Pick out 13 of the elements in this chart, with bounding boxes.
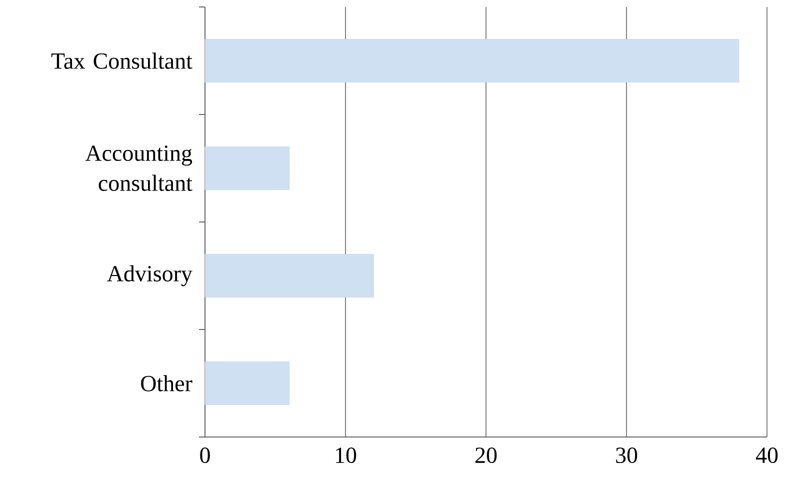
x-tick-label: 20 bbox=[476, 448, 497, 464]
bar bbox=[204, 254, 374, 298]
y-tick-label: Tax Consultant bbox=[51, 52, 192, 69]
bar bbox=[204, 39, 740, 82]
y-tick-label: Accounting consultant bbox=[85, 146, 192, 191]
x-tick-label: 30 bbox=[616, 448, 638, 464]
bar bbox=[204, 362, 290, 405]
y-tick-label: Other bbox=[141, 375, 192, 392]
x-tick-label: 0 bbox=[200, 448, 210, 464]
x-tick-label: 40 bbox=[756, 448, 778, 464]
bar bbox=[204, 146, 290, 190]
y-tick-label: Advisory bbox=[107, 265, 192, 286]
x-tick-label: 10 bbox=[336, 448, 356, 464]
